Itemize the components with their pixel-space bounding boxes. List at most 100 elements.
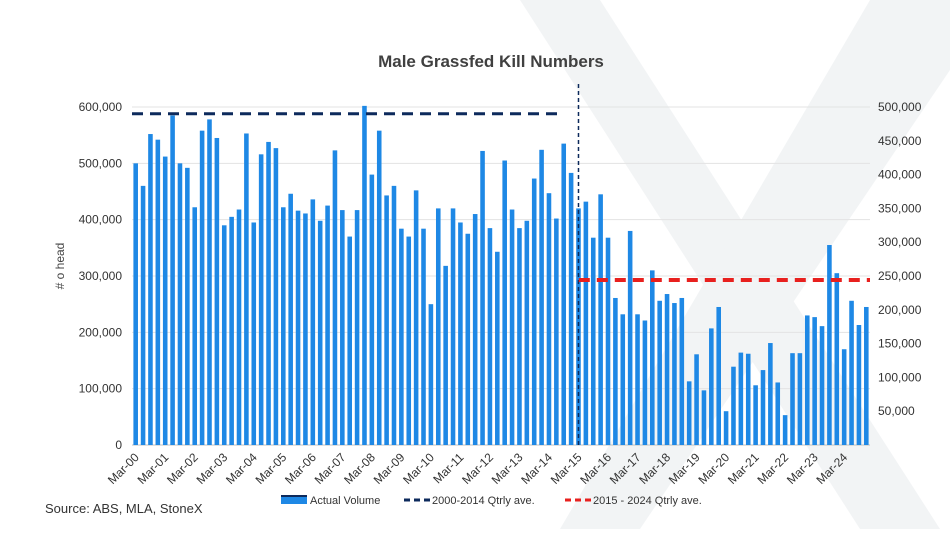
- bar: [539, 149, 544, 445]
- bar: [295, 210, 301, 445]
- y2-tick-label: 500,000: [878, 100, 922, 114]
- bar: [369, 174, 375, 445]
- bar: [273, 148, 279, 445]
- x-tick-label: Mar-02: [164, 450, 201, 487]
- bar: [310, 199, 316, 445]
- bar: [148, 134, 153, 446]
- bar: [834, 273, 840, 445]
- x-tick-label: Mar-01: [135, 450, 172, 487]
- average-lines: [132, 84, 870, 445]
- bar: [458, 222, 463, 445]
- bar: [185, 167, 190, 445]
- y-axis-ticks: 0 100,000 200,000 300,000 400,000 500,000 600,…: [79, 100, 123, 452]
- bar: [443, 265, 448, 445]
- y-tick-label: 600,000: [79, 100, 123, 114]
- bar: [686, 381, 692, 445]
- y2-axis-ticks: 50,000 100,000 150,000 200,000 250,000 300,00…: [878, 100, 922, 418]
- bar: [281, 207, 286, 445]
- bar: [849, 300, 854, 445]
- x-tick-label: Mar-23: [784, 450, 821, 487]
- bar: [554, 218, 559, 445]
- bar: [827, 245, 832, 445]
- x-tick-label: Mar-04: [223, 450, 260, 487]
- bar: [317, 220, 323, 445]
- bar: [635, 314, 640, 445]
- bar: [428, 304, 434, 445]
- bar: [391, 185, 397, 445]
- bar: [177, 163, 183, 446]
- bar: [229, 216, 234, 445]
- chart-title: Male Grassfed Kill Numbers: [378, 52, 604, 71]
- bar: [731, 366, 736, 445]
- bar: [472, 214, 478, 445]
- y2-tick-label: 150,000: [878, 337, 922, 351]
- bar: [517, 228, 522, 445]
- y2-tick-label: 450,000: [878, 134, 922, 148]
- bar: [672, 303, 677, 445]
- x-axis-ticks: Mar-00Mar-01Mar-02Mar-03Mar-04Mar-05Mar-…: [105, 450, 850, 487]
- x-tick-label: Mar-21: [725, 450, 762, 487]
- bar: [753, 385, 758, 445]
- y-tick-label: 200,000: [79, 325, 123, 339]
- bar: [502, 160, 507, 445]
- bar: [576, 208, 581, 445]
- bar: [819, 326, 825, 445]
- bar: [325, 205, 330, 445]
- bar: [546, 193, 552, 445]
- bar: [775, 382, 781, 445]
- y2-tick-label: 250,000: [878, 269, 922, 283]
- bar: [332, 150, 338, 446]
- bar: [716, 306, 721, 445]
- bar: [495, 251, 500, 445]
- legend-label-2000-2014: 2000-2014 Qtrly ave.: [432, 495, 535, 507]
- bar: [450, 208, 456, 445]
- bar: [406, 236, 412, 445]
- legend-label-2015-2024: 2015 - 2024 Qtrly ave.: [593, 495, 702, 507]
- bar: [657, 300, 662, 445]
- bar: [605, 237, 611, 445]
- bar: [804, 315, 810, 445]
- x-tick-label: Mar-20: [695, 450, 732, 487]
- x-tick-label: Mar-10: [400, 450, 437, 487]
- bar: [435, 208, 441, 445]
- bar: [613, 297, 618, 445]
- bar: [812, 317, 817, 445]
- bar: [664, 294, 670, 445]
- bar: [627, 230, 633, 445]
- bar: [782, 415, 788, 445]
- bar: [797, 353, 803, 445]
- bar: [709, 328, 714, 445]
- bar: [162, 156, 168, 445]
- bar-series: [133, 105, 869, 446]
- bar: [244, 133, 249, 445]
- bar: [864, 306, 869, 445]
- bar: [354, 210, 360, 445]
- bar: [140, 185, 146, 445]
- bar: [745, 353, 751, 445]
- y2-tick-label: 100,000: [878, 370, 922, 384]
- bar: [509, 209, 515, 445]
- bar: [199, 130, 205, 445]
- y-tick-label: 500,000: [79, 156, 123, 170]
- bar: [701, 390, 707, 445]
- y2-tick-label: 400,000: [878, 168, 922, 182]
- gridlines: [132, 106, 870, 446]
- bar: [590, 237, 596, 445]
- bar: [650, 270, 655, 445]
- y2-tick-label: 300,000: [878, 235, 922, 249]
- bar: [760, 370, 766, 445]
- bar: [679, 297, 685, 445]
- bar: [266, 141, 271, 445]
- bar: [620, 314, 626, 445]
- bar: [347, 236, 352, 445]
- bar: [568, 172, 574, 445]
- bar: [258, 154, 264, 445]
- bar: [362, 105, 367, 445]
- bar: [221, 225, 227, 445]
- bar: [531, 178, 537, 445]
- bar: [214, 137, 220, 445]
- bar: [487, 228, 493, 445]
- legend-label-actual: Actual Volume: [310, 495, 380, 507]
- bar: [170, 115, 175, 445]
